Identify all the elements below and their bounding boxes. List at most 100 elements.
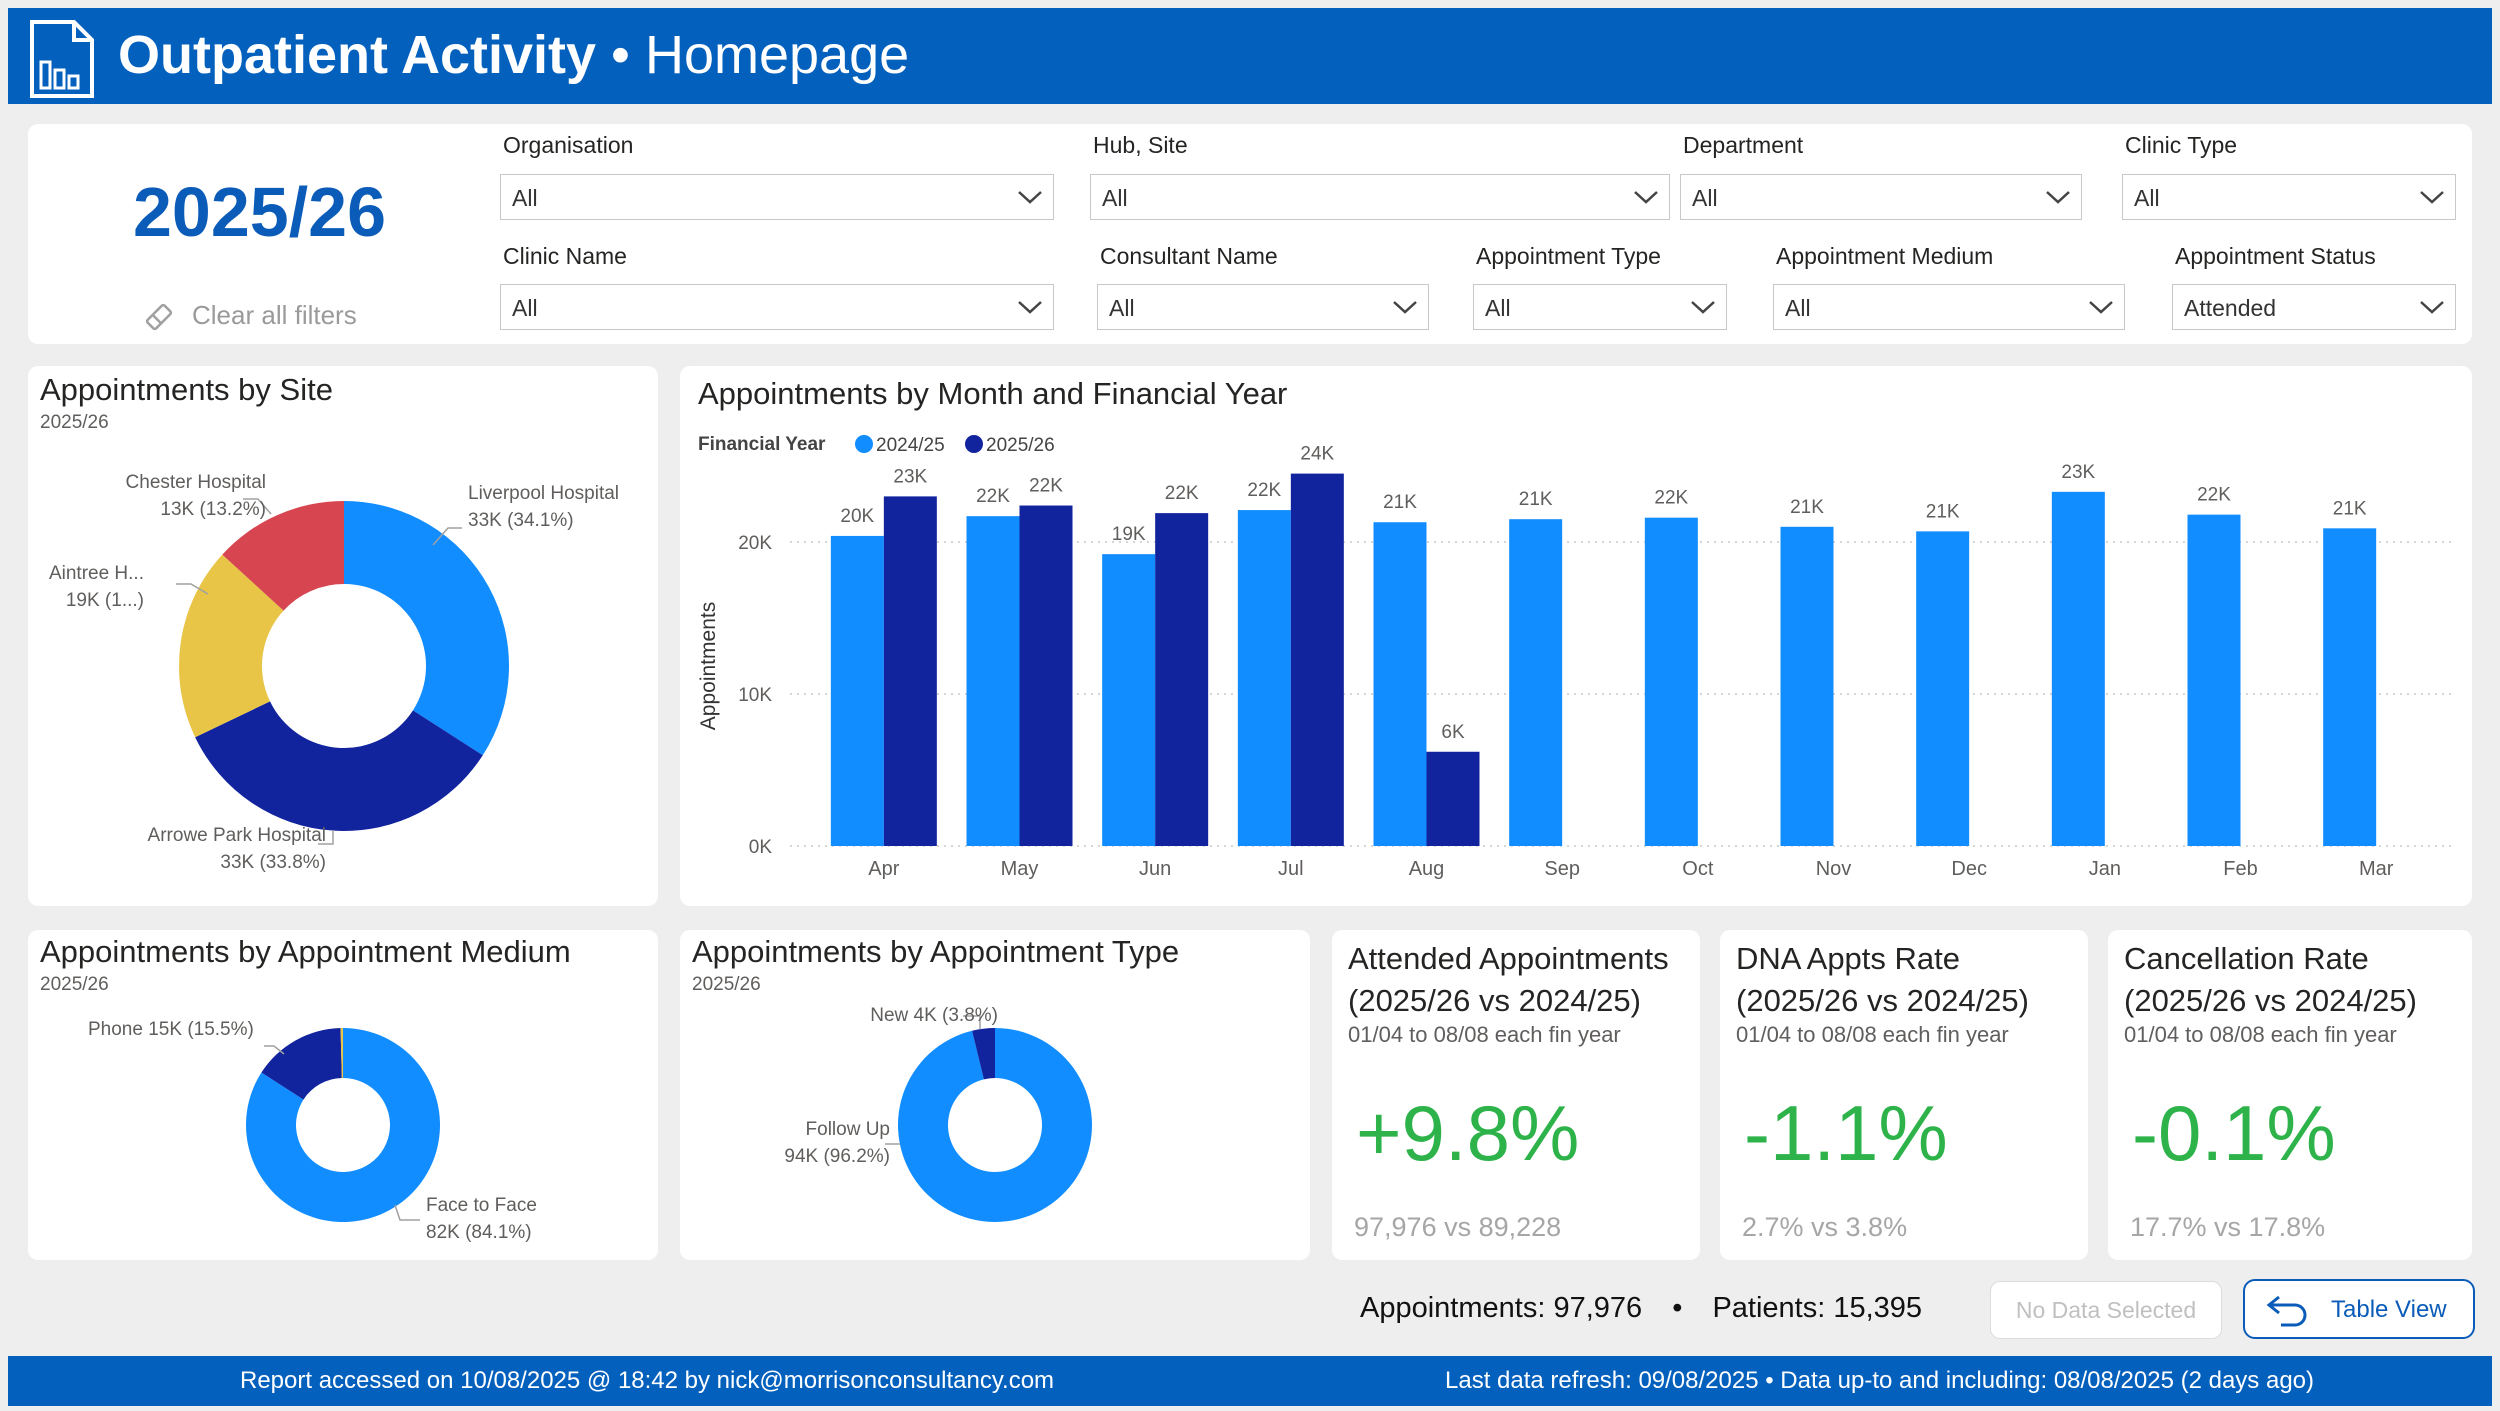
legend-marker-2024-25[interactable] xyxy=(855,435,873,453)
appointment-medium-dropdown[interactable]: All xyxy=(1773,284,2125,330)
kpi-attended-value: +9.8% xyxy=(1356,1089,1580,1177)
bar-2025-26-jul[interactable] xyxy=(1290,473,1344,846)
data-label: 23K xyxy=(893,466,927,487)
medium-slice-face-to-face[interactable] xyxy=(246,1028,440,1222)
data-label: 19K xyxy=(1112,524,1146,545)
data-label: 22K xyxy=(1654,488,1688,509)
kpi-dna-card[interactable]: DNA Appts Rate (2025/26 vs 2024/25) 01/04… xyxy=(1720,930,2088,1260)
x-tick-label: Jan xyxy=(2089,858,2121,880)
organisation-label: Organisation xyxy=(503,132,634,158)
legend-label-2025-26: 2025/26 xyxy=(986,435,1055,456)
leader-line xyxy=(264,1045,285,1055)
hub-site-dropdown[interactable]: All xyxy=(1090,174,1670,220)
kpi-attended-period: 01/04 to 08/08 each fin year xyxy=(1348,1022,1621,1047)
department-dropdown[interactable]: All xyxy=(1680,174,2082,220)
month-chart-card: Appointments by Month and Financial Year… xyxy=(680,366,2472,906)
bar-2025-26-jun[interactable] xyxy=(1155,513,1209,846)
totals-summary: Appointments: 97,976 • Patients: 15,395 xyxy=(1360,1292,1922,1325)
type-chart-card: Appointments by Appointment Type 2025/26… xyxy=(680,930,1310,1260)
legend-marker-2025-26[interactable] xyxy=(965,435,983,453)
data-label: 24K xyxy=(1300,444,1334,465)
chevron-down-icon xyxy=(2046,191,2070,204)
total-appointments: Appointments: 97,976 xyxy=(1360,1292,1643,1324)
bar-2025-26-apr[interactable] xyxy=(883,496,937,846)
data-label: 22K xyxy=(976,486,1010,507)
bar-2024-25-oct[interactable] xyxy=(1644,517,1698,846)
kpi-cancellation-comparison: 17.7% vs 17.8% xyxy=(2130,1212,2326,1242)
appointment-status-dropdown[interactable]: Attended xyxy=(2172,284,2456,330)
kpi-dna-value: -1.1% xyxy=(1744,1089,1948,1177)
type-slice-new[interactable] xyxy=(972,1028,995,1080)
kpi-attended-title: Attended Appointments (2025/26 vs 2024/25… xyxy=(1348,941,1669,1018)
site-slice-chester-hospital[interactable] xyxy=(222,501,344,611)
medium-slice-other[interactable] xyxy=(340,1028,343,1079)
bar-2024-25-jul[interactable] xyxy=(1237,510,1291,846)
x-tick-label: Oct xyxy=(1682,858,1714,880)
no-data-selected-button[interactable]: No Data Selected xyxy=(1990,1281,2222,1339)
x-tick-label: Apr xyxy=(868,858,899,880)
medium-chart-title: Appointments by Appointment Medium xyxy=(40,934,571,969)
data-label: 23K xyxy=(2061,462,2095,483)
bar-2024-25-dec[interactable] xyxy=(1916,531,1970,846)
month-bar-chart[interactable]: Financial Year 2024/25 2025/26Appointments… xyxy=(680,366,2472,906)
bar-2024-25-mar[interactable] xyxy=(2323,528,2377,846)
legend-label-2024-25: 2024/25 xyxy=(876,435,945,456)
bar-2024-25-jan[interactable] xyxy=(2051,491,2105,846)
site-slice-liverpool-hospital[interactable] xyxy=(344,501,509,756)
bar-2025-26-aug[interactable] xyxy=(1426,751,1480,846)
header-bar: Outpatient Activity • Homepage xyxy=(8,8,2492,104)
site-label-arrowe: Arrowe Park Hospital 33K (33.8%) xyxy=(147,825,326,873)
table-view-button[interactable]: Table View xyxy=(2243,1279,2475,1339)
site-slice-arrowe-park-hospital[interactable] xyxy=(195,701,483,832)
bar-2024-25-feb[interactable] xyxy=(2187,514,2241,846)
report-document-icon xyxy=(30,20,94,98)
kpi-dna-title: DNA Appts Rate (2025/26 vs 2024/25) xyxy=(1736,941,2029,1018)
bar-2024-25-apr[interactable] xyxy=(830,535,884,846)
back-arrow-icon xyxy=(2266,1295,2307,1327)
bar-2024-25-jun[interactable] xyxy=(1102,554,1156,846)
kpi-dna-comparison: 2.7% vs 3.8% xyxy=(1742,1212,1908,1242)
type-slice-follow-up[interactable] xyxy=(898,1028,1092,1222)
x-tick-label: Dec xyxy=(1951,858,1987,880)
appointment-type-label: Appointment Type xyxy=(1476,243,1661,269)
bar-2025-26-may[interactable] xyxy=(1019,505,1073,846)
legend-title: Financial Year xyxy=(698,434,826,455)
bar-2024-25-sep[interactable] xyxy=(1509,519,1563,846)
clinic-name-dropdown[interactable]: All xyxy=(500,284,1054,330)
consultant-name-dropdown[interactable]: All xyxy=(1097,284,1429,330)
site-chart-card: Appointments by Site 2025/26 Liverpool H… xyxy=(28,366,658,906)
bar-2024-25-nov[interactable] xyxy=(1780,526,1834,846)
x-tick-label: May xyxy=(1001,858,1039,880)
y-tick-label: 0K xyxy=(749,837,773,858)
clear-filters-button[interactable]: Clear all filters xyxy=(144,300,357,332)
department-label: Department xyxy=(1683,132,1804,158)
chevron-down-icon xyxy=(2089,301,2113,314)
page-title: Outpatient Activity • Homepage xyxy=(118,25,910,85)
organisation-dropdown[interactable]: All xyxy=(500,174,1054,220)
data-label: 20K xyxy=(840,506,874,527)
appointment-type-dropdown[interactable]: All xyxy=(1473,284,1727,330)
kpi-cancellation-card[interactable]: Cancellation Rate (2025/26 vs 2024/25) 01… xyxy=(2108,930,2472,1260)
kpi-attended-card[interactable]: Attended Appointments (2025/26 vs 2024/25… xyxy=(1332,930,1700,1260)
leader-line xyxy=(394,1204,420,1221)
bar-2024-25-aug[interactable] xyxy=(1373,522,1427,846)
medium-slice-phone[interactable] xyxy=(261,1028,342,1100)
chevron-down-icon xyxy=(2420,191,2444,204)
clinic-type-label: Clinic Type xyxy=(2125,132,2238,158)
kpi-cancellation-title: Cancellation Rate (2025/26 vs 2024/25) xyxy=(2124,941,2417,1018)
bar-2024-25-may[interactable] xyxy=(966,516,1020,846)
medium-donut-chart[interactable] xyxy=(28,930,658,1260)
data-label: 22K xyxy=(1247,480,1281,501)
leader-line xyxy=(318,830,334,845)
clinic-type-dropdown[interactable]: All xyxy=(2122,174,2456,220)
clinic-name-label: Clinic Name xyxy=(503,243,627,269)
x-tick-label: Feb xyxy=(2223,858,2257,880)
data-label: 22K xyxy=(1165,483,1199,504)
chevron-down-icon xyxy=(1393,301,1417,314)
type-donut-chart[interactable] xyxy=(680,930,1310,1260)
x-tick-label: Jul xyxy=(1278,858,1304,880)
site-slice-aintree-h-[interactable] xyxy=(178,554,284,738)
report-accessed-text: Report accessed on 10/08/2025 @ 18:42 by… xyxy=(240,1367,1055,1394)
site-donut-chart[interactable] xyxy=(28,366,658,906)
type-label-followup: Follow Up 94K (96.2%) xyxy=(784,1119,890,1167)
